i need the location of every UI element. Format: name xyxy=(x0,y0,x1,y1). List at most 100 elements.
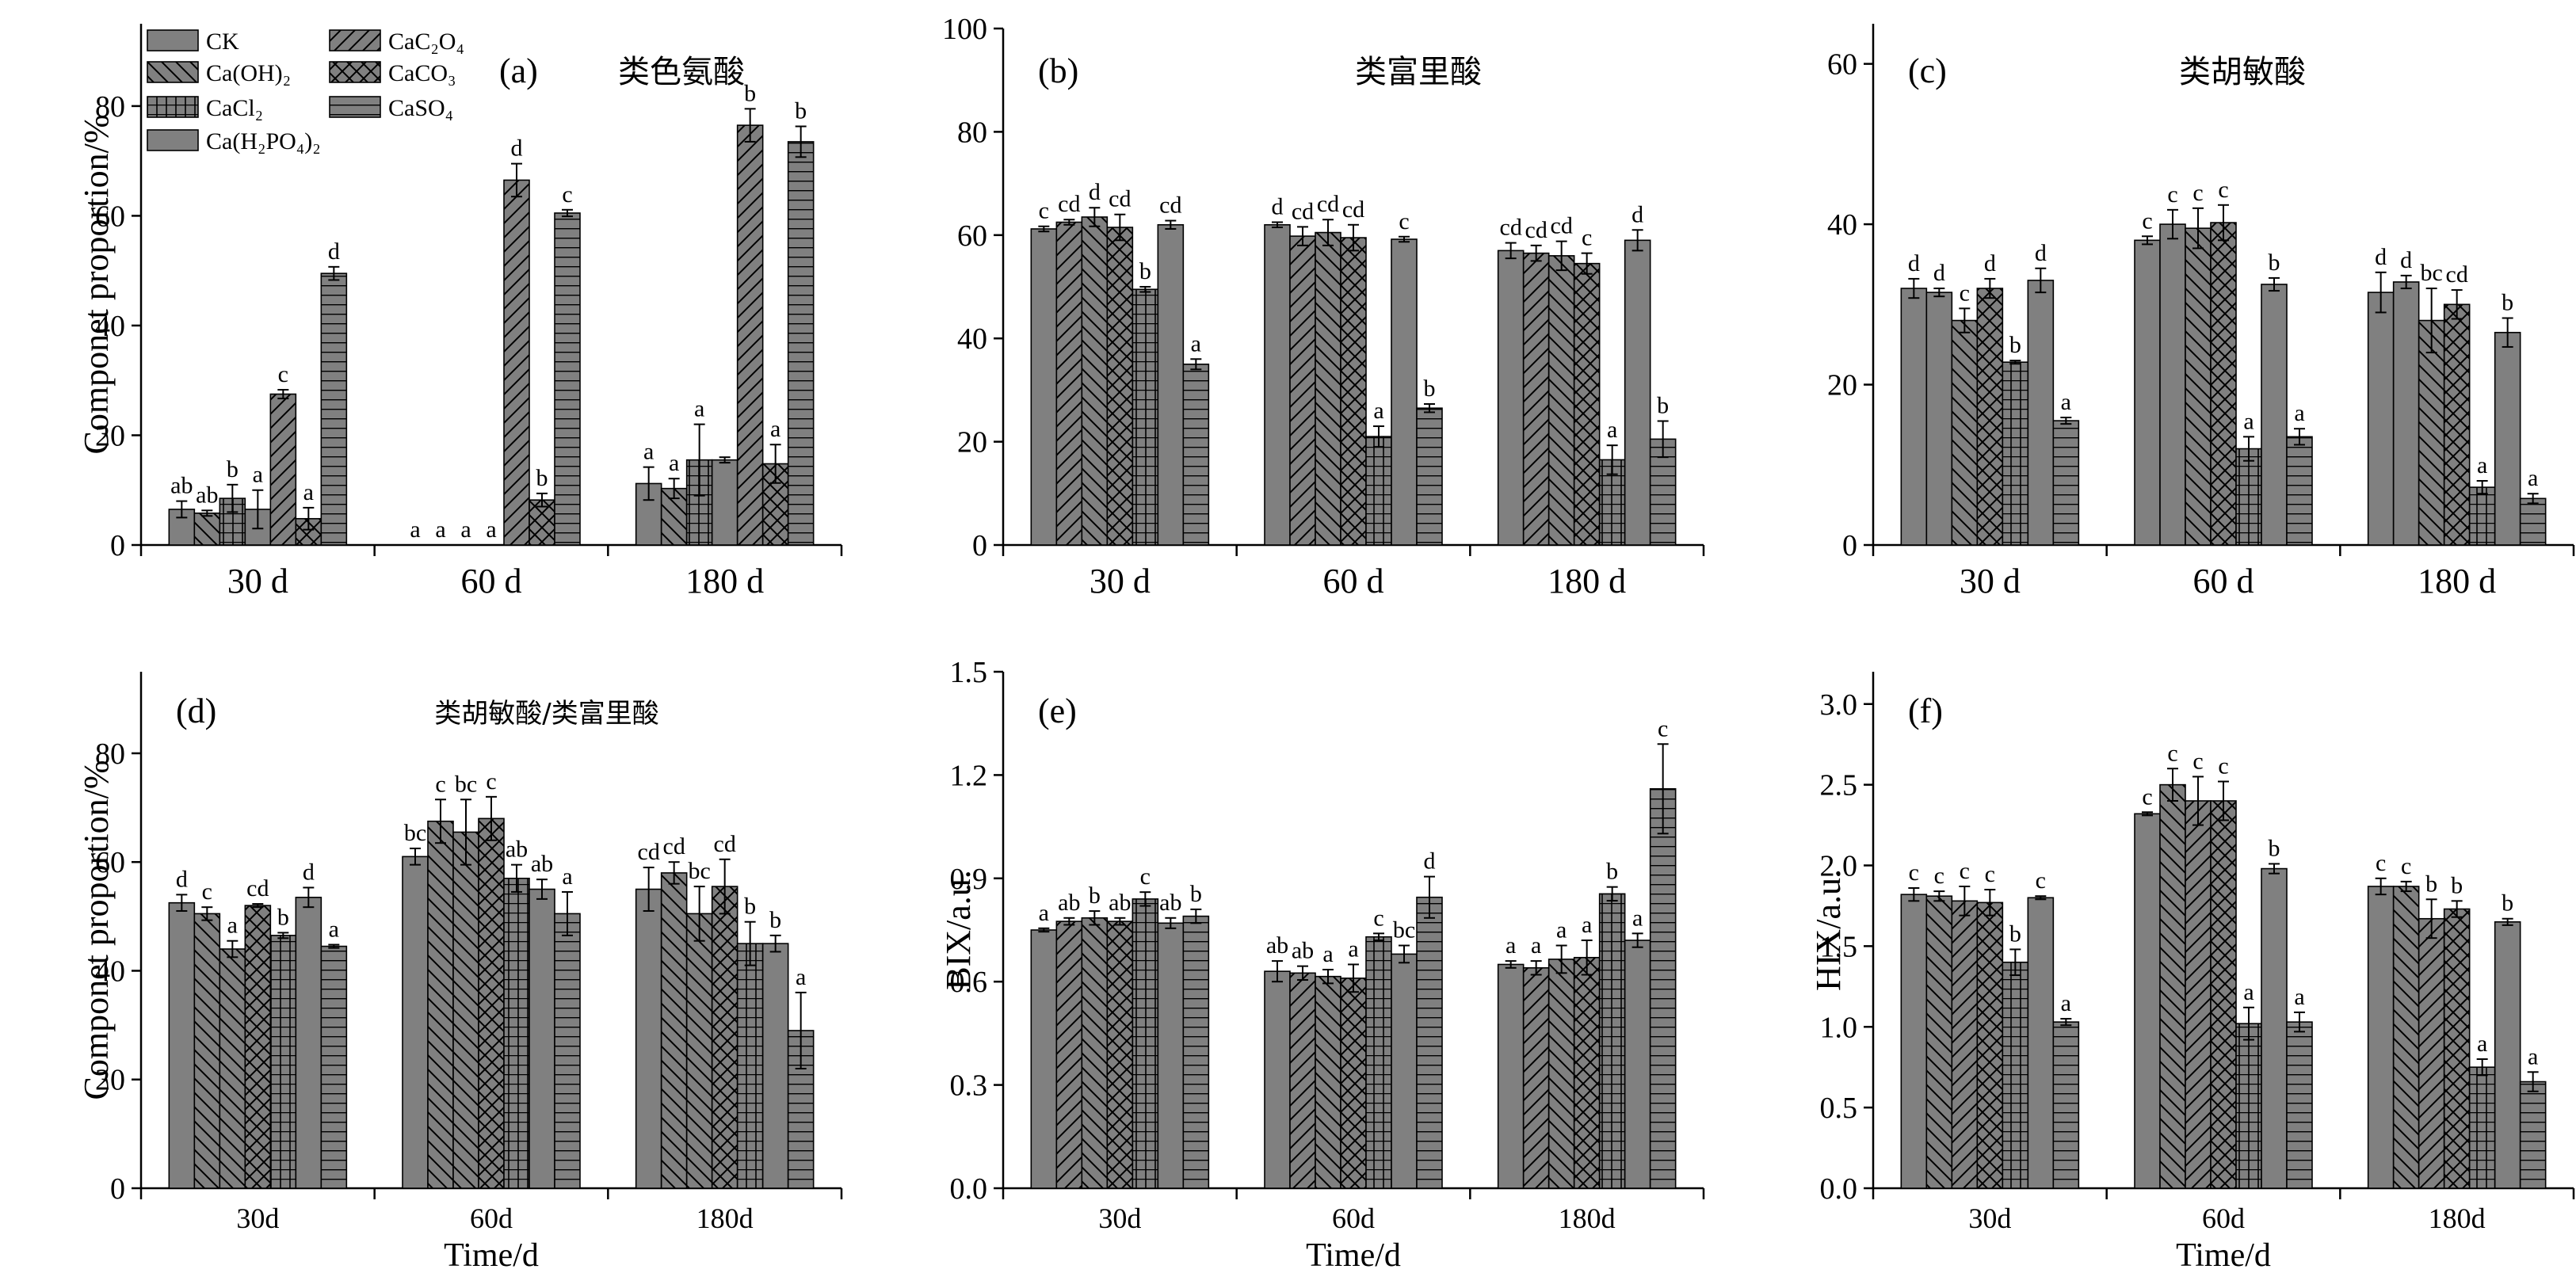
x-tick-label: 30d xyxy=(1968,1202,2011,1234)
y-axis-label: BIX/a.u. xyxy=(939,870,978,990)
y-axis-label: HIX/a.u. xyxy=(1809,869,1848,991)
bar xyxy=(219,948,246,1189)
bar xyxy=(1157,922,1185,1189)
bar xyxy=(711,886,738,1189)
x-tick-label: 180d xyxy=(696,1202,754,1234)
panel-tag: (a) xyxy=(499,51,538,90)
bar xyxy=(1497,963,1525,1189)
significance-letter: a xyxy=(2061,990,2071,1016)
y-tick-label: 0.0 xyxy=(1820,1172,1858,1206)
significance-letter: b xyxy=(744,894,756,920)
panel-tag: (b) xyxy=(1038,51,1078,90)
bar xyxy=(295,897,322,1189)
bar xyxy=(1106,227,1134,546)
bar xyxy=(1264,223,1291,546)
y-tick-label: 60 xyxy=(1827,48,1857,82)
bar xyxy=(787,141,815,546)
significance-letter: ab xyxy=(531,851,553,877)
bar xyxy=(1132,898,1159,1189)
bar xyxy=(2286,1021,2313,1189)
significance-letter: a xyxy=(1531,932,1541,959)
bar xyxy=(1416,407,1443,546)
significance-letter: c xyxy=(1985,861,1995,887)
bar xyxy=(1497,250,1525,546)
significance-letter: b xyxy=(1139,258,1151,284)
y-tick-label: 0 xyxy=(110,529,125,562)
bar xyxy=(168,901,196,1189)
significance-letter: ab xyxy=(506,837,528,863)
bar xyxy=(1976,901,2004,1189)
significance-letter: c xyxy=(435,771,445,797)
bar xyxy=(1030,929,1058,1189)
significance-letter: a xyxy=(329,917,339,943)
x-tick-label: 60 d xyxy=(2193,562,2254,600)
significance-letter: c xyxy=(2376,850,2386,876)
significance-letter: a xyxy=(303,479,314,505)
significance-letter: d xyxy=(328,238,340,265)
bar xyxy=(761,943,789,1189)
bar xyxy=(2002,361,2029,546)
bar xyxy=(1030,228,1058,546)
y-tick-label: 0.6 xyxy=(950,966,988,999)
bar xyxy=(2286,436,2313,546)
significance-letter: a xyxy=(2294,400,2304,426)
significance-letter: cd xyxy=(1317,191,1339,217)
bar xyxy=(1340,237,1367,546)
bar xyxy=(2134,239,2161,546)
bar xyxy=(1365,936,1392,1189)
legend-swatch xyxy=(147,96,199,118)
significance-letter: d xyxy=(2400,247,2412,273)
y-tick-label: 20 xyxy=(1827,369,1857,402)
significance-letter: c xyxy=(486,768,496,795)
y-tick-label: 1.2 xyxy=(950,759,988,792)
panel-title: 类富里酸 xyxy=(1355,54,1482,90)
x-tick-label: 30 d xyxy=(227,562,288,600)
significance-letter: a xyxy=(2477,1031,2487,1057)
bar xyxy=(269,935,297,1189)
y-tick-label: 0 xyxy=(110,1172,125,1206)
significance-letter: b xyxy=(2269,835,2280,861)
significance-letter: b xyxy=(769,907,781,933)
x-axis-label: Time/d xyxy=(2176,1237,2271,1273)
bar xyxy=(1900,894,1928,1189)
x-tick-label: 30d xyxy=(236,1202,279,1234)
significance-letter: d xyxy=(176,866,188,892)
significance-letter: b xyxy=(1606,859,1618,885)
significance-letter: d xyxy=(1272,194,1284,220)
bar xyxy=(452,831,479,1189)
significance-letter: d xyxy=(2375,244,2387,270)
significance-letter: bc xyxy=(689,858,711,884)
bar xyxy=(2519,1081,2547,1189)
significance-letter: cd xyxy=(2446,261,2468,288)
bar xyxy=(427,820,454,1189)
significance-letter: c xyxy=(2218,753,2228,779)
bar xyxy=(2468,486,2496,546)
bar xyxy=(1573,956,1601,1189)
panel-tag: (f) xyxy=(1908,692,1943,730)
bar xyxy=(1598,893,1626,1189)
legend-label: CaSO₄ xyxy=(388,95,453,121)
significance-letter: c xyxy=(2192,748,2203,774)
bar xyxy=(2443,908,2471,1189)
bar xyxy=(1106,920,1134,1189)
significance-letter: b xyxy=(2009,920,2021,947)
significance-letter: c xyxy=(1039,198,1049,224)
significance-letter: a xyxy=(460,516,471,543)
significance-letter: c xyxy=(1399,208,1409,234)
bar xyxy=(1548,255,1575,546)
bar xyxy=(2235,448,2262,546)
bar xyxy=(1182,363,1210,546)
y-tick-label: 60 xyxy=(95,200,125,233)
significance-letter: d xyxy=(1933,260,1945,286)
significance-letter: ab xyxy=(1058,890,1080,916)
bar xyxy=(1264,970,1291,1189)
legend-swatch xyxy=(147,61,199,83)
bar xyxy=(1649,787,1677,1189)
y-axis-label: Componet proportion/% xyxy=(77,115,116,455)
significance-letter: a xyxy=(1506,932,1516,959)
significance-letter: ab xyxy=(1292,938,1314,964)
significance-letter: a xyxy=(1191,330,1201,356)
significance-letter: d xyxy=(1908,250,1920,276)
